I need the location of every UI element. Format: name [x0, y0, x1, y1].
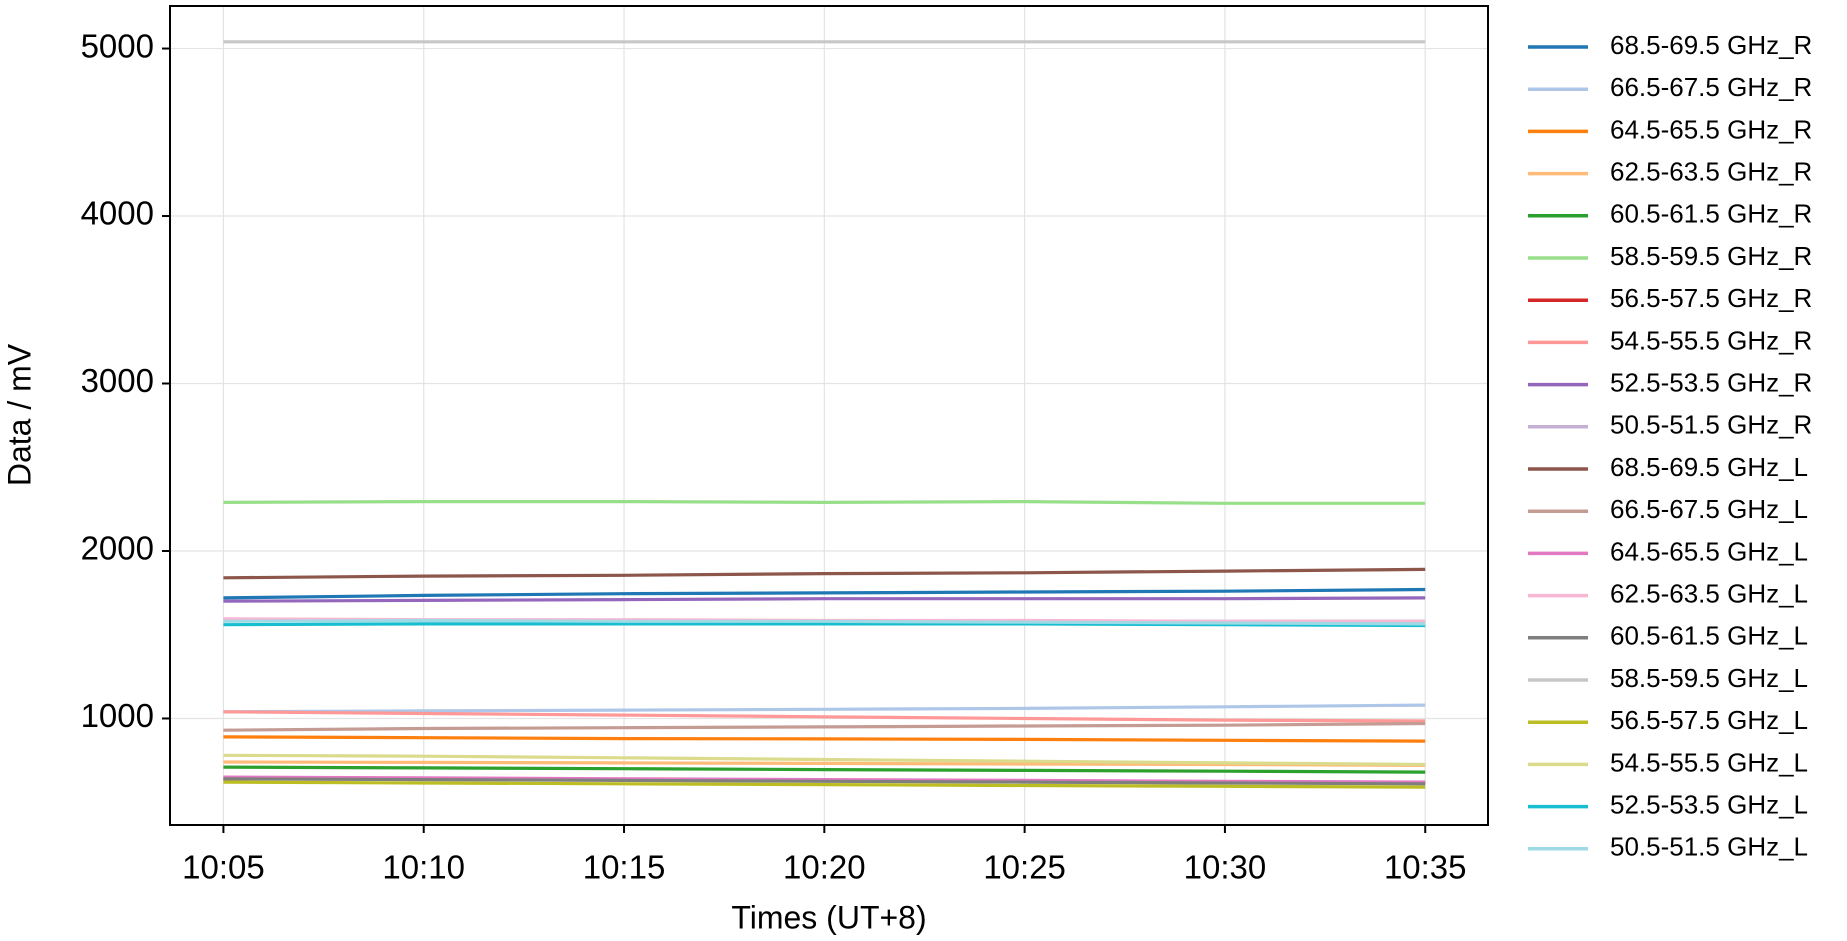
legend-label: 50.5-51.5 GHz_L [1610, 832, 1808, 862]
series-line [223, 780, 1426, 789]
x-tick-label: 10:25 [983, 849, 1066, 886]
legend-label: 52.5-53.5 GHz_R [1610, 367, 1812, 397]
series-line [223, 587, 1426, 600]
x-tick-label: 10:35 [1384, 849, 1467, 886]
legend-label: 54.5-55.5 GHz_R [1610, 325, 1812, 355]
plot-frame [169, 5, 1489, 826]
legend-label: 66.5-67.5 GHz_R [1610, 72, 1812, 102]
plot-lines [223, 40, 1426, 789]
grid [170, 6, 1488, 825]
y-tick-label: 1000 [81, 697, 154, 734]
legend-label: 62.5-63.5 GHz_L [1610, 578, 1808, 608]
legend-label: 56.5-57.5 GHz_L [1610, 705, 1808, 735]
x-tick-label: 10:05 [182, 849, 265, 886]
legend-label: 68.5-69.5 GHz_R [1610, 30, 1812, 60]
series-line [223, 596, 1426, 603]
series-line [223, 753, 1426, 767]
series-line [223, 735, 1426, 743]
x-axis-label: Times (UT+8) [731, 899, 926, 935]
legend-label: 60.5-61.5 GHz_L [1610, 621, 1808, 651]
legend-label: 60.5-61.5 GHz_R [1610, 199, 1812, 229]
x-tick-label: 10:10 [382, 849, 465, 886]
series-line [223, 618, 1426, 626]
legend-label: 62.5-63.5 GHz_R [1610, 156, 1812, 186]
legend-label: 64.5-65.5 GHz_R [1610, 114, 1812, 144]
series-line [223, 721, 1426, 732]
legend-label: 52.5-53.5 GHz_L [1610, 789, 1808, 819]
legend-label: 68.5-69.5 GHz_L [1610, 452, 1808, 482]
legend-label: 56.5-57.5 GHz_R [1610, 283, 1812, 313]
legend-label: 58.5-59.5 GHz_R [1610, 241, 1812, 271]
x-tick-label: 10:15 [583, 849, 666, 886]
x-tick-label: 10:20 [783, 849, 866, 886]
series-line [223, 499, 1426, 505]
x-tick-label: 10:30 [1184, 849, 1267, 886]
legend-label: 66.5-67.5 GHz_L [1610, 494, 1808, 524]
y-tick-label: 4000 [81, 195, 154, 232]
legend-label: 58.5-59.5 GHz_L [1610, 663, 1808, 693]
legend-label: 54.5-55.5 GHz_L [1610, 747, 1808, 777]
series-line [223, 567, 1426, 580]
legend-label: 64.5-65.5 GHz_L [1610, 536, 1808, 566]
series-line [223, 710, 1426, 723]
legend-label: 50.5-51.5 GHz_R [1610, 410, 1812, 440]
y-tick-label: 3000 [81, 362, 154, 399]
y-axis-label: Data / mV [1, 343, 37, 486]
ticks: 1000 2000 3000 4000 5000 10:05 10:10 10:15 10:20… [81, 27, 1467, 885]
series-line [223, 775, 1426, 784]
series-line [223, 765, 1426, 774]
series-line [223, 777, 1426, 786]
y-tick-label: 5000 [81, 27, 154, 64]
legend: 68.5-69.5 GHz_R 66.5-67.5 GHz_R 64.5-65.5 … [1528, 30, 1812, 862]
y-tick-label: 2000 [81, 530, 154, 567]
series-line [223, 703, 1426, 714]
series-line [223, 622, 1426, 628]
